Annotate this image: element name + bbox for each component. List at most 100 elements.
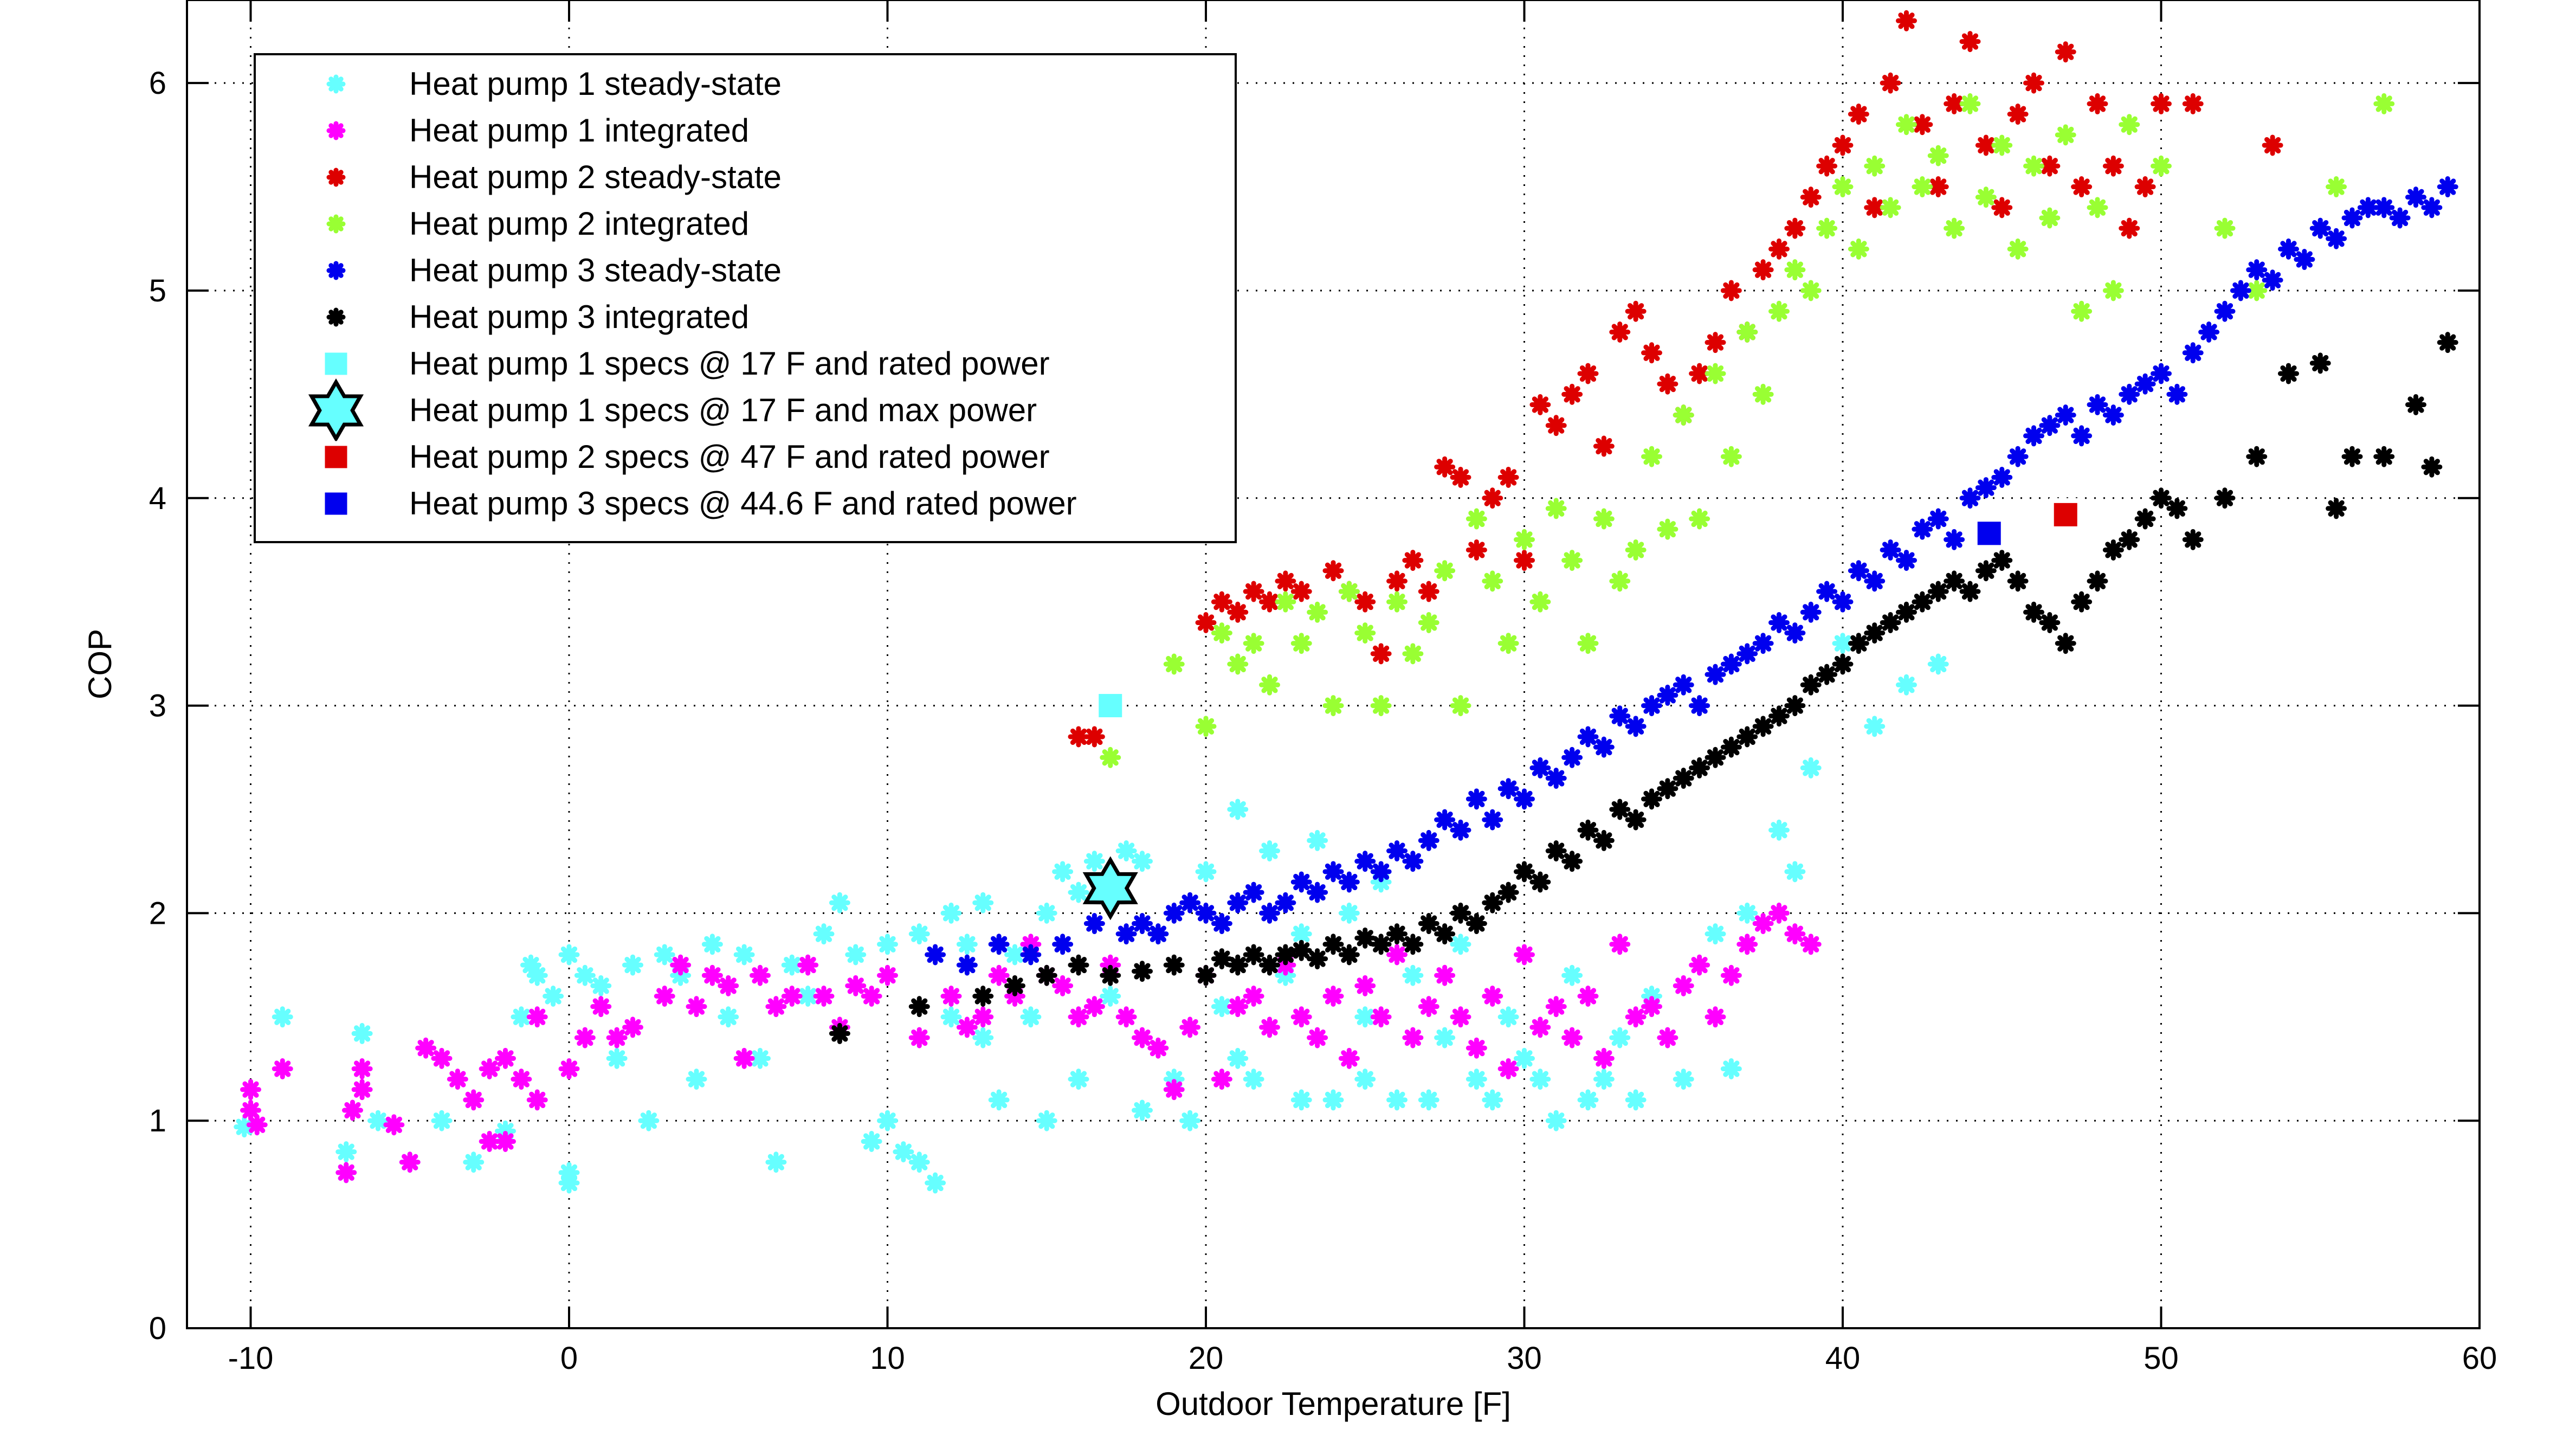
data-point xyxy=(1864,570,1886,592)
data-point xyxy=(1290,581,1312,602)
data-point xyxy=(1179,892,1201,913)
data-point xyxy=(1020,944,1042,966)
x-tick-label: 0 xyxy=(560,1341,578,1376)
data-point xyxy=(1243,1069,1264,1090)
data-point xyxy=(2373,93,2395,114)
data-point xyxy=(1784,217,1806,239)
data-point xyxy=(1864,622,1886,644)
data-point xyxy=(2023,425,2044,447)
data-point xyxy=(1736,934,1758,955)
data-point xyxy=(1609,570,1631,592)
data-point xyxy=(1036,964,1057,986)
y-tick-label: 5 xyxy=(149,273,166,308)
data-point xyxy=(1100,986,1121,1007)
data-point xyxy=(1482,487,1503,509)
data-point xyxy=(638,1110,660,1131)
data-point xyxy=(1195,861,1217,883)
series-5 xyxy=(925,176,2458,976)
data-point xyxy=(1418,996,1439,1018)
data-point xyxy=(1259,591,1280,613)
data-point xyxy=(1529,871,1551,893)
data-point xyxy=(877,1110,898,1131)
data-point xyxy=(2389,207,2411,229)
data-point xyxy=(972,986,994,1007)
data-point xyxy=(2102,155,2124,177)
data-point xyxy=(1163,1079,1185,1101)
data-point xyxy=(1418,581,1439,602)
data-point xyxy=(2246,446,2268,467)
data-point xyxy=(1880,72,1901,94)
data-point xyxy=(1705,923,1726,945)
data-point xyxy=(1577,726,1599,748)
data-point xyxy=(240,1079,261,1101)
data-point xyxy=(2071,591,2093,613)
data-point xyxy=(2102,404,2124,426)
data-point xyxy=(1561,1027,1583,1048)
data-point xyxy=(2405,186,2426,208)
data-point xyxy=(940,1006,962,1028)
data-point xyxy=(1370,643,1392,665)
data-point xyxy=(988,1089,1010,1111)
data-point xyxy=(1545,840,1567,862)
series-6 xyxy=(829,332,2458,1044)
data-point xyxy=(1927,653,1949,675)
data-point xyxy=(1689,508,1710,530)
data-point xyxy=(2055,633,2076,654)
data-point xyxy=(733,944,755,966)
data-point xyxy=(1322,934,1344,955)
data-point xyxy=(1752,633,1774,654)
data-point xyxy=(1800,757,1822,778)
data-point xyxy=(495,1047,516,1069)
data-point xyxy=(2262,134,2283,156)
data-point xyxy=(1927,145,1949,166)
data-point xyxy=(1370,861,1392,883)
x-tick-label: -10 xyxy=(228,1341,274,1376)
legend-label: Heat pump 3 steady-state xyxy=(409,252,782,288)
data-point xyxy=(1991,197,2013,218)
data-point xyxy=(1322,986,1344,1007)
data-point xyxy=(1100,964,1121,986)
data-point xyxy=(845,944,867,966)
data-point xyxy=(1959,31,1981,53)
legend-label: Heat pump 1 specs @ 17 F and rated power xyxy=(409,345,1050,382)
data-point xyxy=(1354,1069,1376,1090)
data-point xyxy=(2373,446,2395,467)
data-point xyxy=(908,923,930,945)
data-point xyxy=(1848,104,1869,125)
data-point xyxy=(1227,799,1249,820)
data-point xyxy=(1975,186,1997,208)
data-point xyxy=(1880,197,1901,218)
data-point xyxy=(1243,944,1264,966)
data-point xyxy=(1195,612,1217,633)
data-point xyxy=(1497,881,1519,903)
data-point xyxy=(877,934,898,955)
data-point xyxy=(2119,383,2140,405)
data-point xyxy=(526,1089,548,1111)
data-point xyxy=(972,1006,994,1028)
data-point xyxy=(1720,964,1742,986)
data-point xyxy=(1290,871,1312,893)
data-point xyxy=(1720,1058,1742,1079)
data-point xyxy=(1163,954,1185,976)
data-point xyxy=(2102,539,2124,561)
legend-marker xyxy=(308,378,364,442)
data-point xyxy=(1705,747,1726,768)
data-point xyxy=(1609,1027,1631,1048)
legend-label: Heat pump 3 integrated xyxy=(409,299,749,335)
data-point xyxy=(2119,529,2140,550)
data-point xyxy=(750,1047,771,1069)
data-point xyxy=(1800,280,1822,301)
y-axis-title: COP xyxy=(82,629,118,699)
data-point xyxy=(2087,93,2108,114)
x-tick-label: 60 xyxy=(2462,1341,2497,1376)
data-point xyxy=(606,1027,628,1048)
data-point xyxy=(845,975,867,996)
data-point xyxy=(1275,570,1296,592)
data-point xyxy=(1991,466,2013,488)
data-point xyxy=(1402,851,1424,872)
data-point xyxy=(908,996,930,1018)
data-point xyxy=(1338,944,1360,966)
data-point xyxy=(2198,321,2220,343)
data-point xyxy=(1768,300,1790,322)
data-point xyxy=(511,1069,532,1090)
